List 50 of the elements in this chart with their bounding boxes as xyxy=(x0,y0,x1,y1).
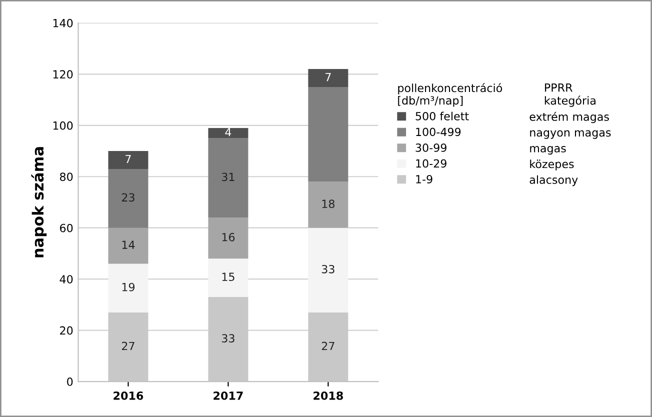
x-tick-label: 2018 xyxy=(314,391,343,400)
bar xyxy=(208,218,248,259)
text: extrém magas xyxy=(530,112,609,124)
data-label: 7 xyxy=(326,72,331,82)
data-label: 33 xyxy=(222,334,234,343)
bar xyxy=(108,228,148,264)
text: alacsony xyxy=(530,175,578,186)
x-tick-label: 2017 xyxy=(214,391,243,400)
text: nagyon magas xyxy=(530,130,611,139)
data-label: 15 xyxy=(222,272,234,282)
y-tick-label: 20 xyxy=(60,326,73,335)
legend-label: 1-9 xyxy=(416,174,432,184)
text: PPRR kategória xyxy=(544,83,596,107)
data-label: 33 xyxy=(322,264,334,274)
data-label: 23 xyxy=(122,193,134,202)
data-label: 7 xyxy=(126,154,131,164)
data-label: 4 xyxy=(225,128,232,136)
data-label: 31 xyxy=(222,172,234,182)
bar xyxy=(308,86,348,182)
legend-label: 10-29 xyxy=(416,159,446,168)
bar xyxy=(308,182,348,228)
legend-label: 500 felett xyxy=(416,112,469,120)
y-axis-title: napok száma xyxy=(31,147,47,258)
legend-label: 30-99 xyxy=(416,143,446,152)
bar xyxy=(308,228,348,312)
bar xyxy=(208,128,248,138)
y-tick-label: 40 xyxy=(60,275,73,284)
y-tick-label: 80 xyxy=(60,172,73,182)
bar xyxy=(108,168,148,228)
text: közepes xyxy=(530,160,574,170)
legend-title: pollenkoncentráció [db/m³/nap] xyxy=(398,83,502,107)
y-tick-label: 60 xyxy=(60,224,73,232)
bar xyxy=(208,258,248,298)
x-tick-label: 2016 xyxy=(114,391,144,400)
bar xyxy=(108,151,148,169)
legend-label: 100-499 xyxy=(416,128,461,136)
bar xyxy=(208,138,248,218)
data-label: 18 xyxy=(322,200,334,208)
data-label: 27 xyxy=(322,342,334,350)
text: magas xyxy=(530,146,566,155)
bar xyxy=(308,69,348,87)
y-tick-label: 140 xyxy=(53,18,73,28)
data-label: 14 xyxy=(122,240,135,249)
y-tick-label: 100 xyxy=(53,121,73,130)
data-label: 19 xyxy=(122,282,135,292)
bar xyxy=(108,264,148,312)
data-label: 16 xyxy=(222,232,235,242)
y-tick-label: 120 xyxy=(53,70,73,79)
y-tick-label: 0 xyxy=(67,378,73,386)
data-label: 27 xyxy=(122,342,134,350)
